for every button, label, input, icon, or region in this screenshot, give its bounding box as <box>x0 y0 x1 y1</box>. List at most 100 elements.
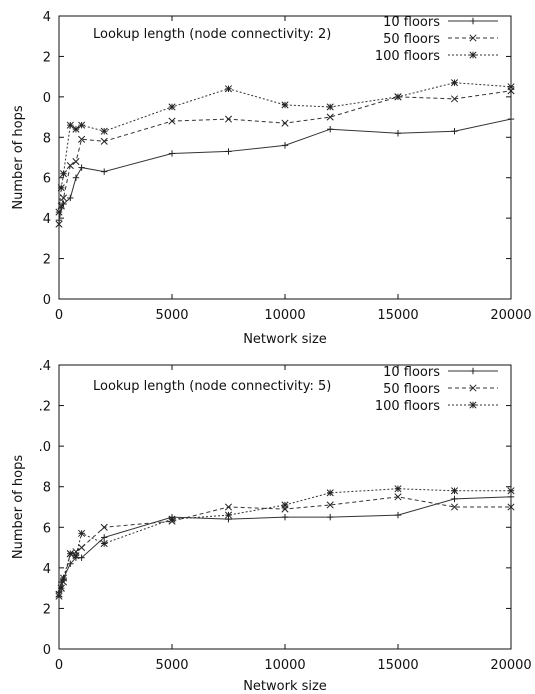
data-point <box>450 503 459 511</box>
data-point <box>59 170 68 178</box>
series-line <box>58 82 512 213</box>
data-point <box>450 79 459 87</box>
x-tick-label: 15000 <box>377 658 418 673</box>
data-point <box>55 592 63 600</box>
data-point <box>72 552 80 560</box>
data-point <box>66 162 74 170</box>
plot-frame <box>58 15 512 300</box>
series-line <box>58 90 512 225</box>
data-point <box>281 101 289 109</box>
data-point <box>100 137 108 145</box>
series-line <box>58 118 512 221</box>
y-tick-label: 4 <box>43 10 51 25</box>
y-tick-label: 0 <box>43 91 51 106</box>
data-point <box>450 487 459 495</box>
x-tick-label: 10000 <box>264 308 305 323</box>
data-point <box>451 128 458 135</box>
data-point <box>67 194 74 202</box>
data-point <box>225 148 232 155</box>
y-tick-label: 8 <box>43 481 51 496</box>
data-point <box>507 487 515 495</box>
x-axis-label: Network size <box>243 679 327 694</box>
series-50-floors <box>55 493 515 598</box>
series-line <box>58 488 511 597</box>
legend-marker <box>469 17 477 25</box>
y-tick-label: .2 <box>39 400 51 415</box>
legend-label: 10 floors <box>383 365 440 380</box>
legend-marker <box>469 401 477 409</box>
data-point <box>55 208 63 216</box>
data-point <box>100 127 108 135</box>
data-point <box>168 117 176 125</box>
data-point <box>59 194 68 202</box>
chart-title: Lookup length (node connectivity: 2) <box>93 27 331 42</box>
y-axis-label: Number of hops <box>11 455 26 559</box>
series-line <box>58 496 511 595</box>
y-tick-label: 0 <box>43 643 51 658</box>
data-point <box>394 485 402 493</box>
data-point <box>224 115 233 123</box>
y-tick-label: 2 <box>43 253 51 268</box>
series-100-floors <box>55 485 515 600</box>
series-10-floors <box>55 115 515 224</box>
data-point <box>224 85 233 93</box>
data-point <box>281 119 289 127</box>
x-axis-label: Network size <box>243 332 327 347</box>
series-line <box>58 496 512 593</box>
data-point <box>57 202 65 210</box>
x-tick-label: 10000 <box>264 658 305 673</box>
data-point <box>394 93 402 101</box>
legend-label: 50 floors <box>383 32 440 47</box>
legend-marker <box>469 384 477 392</box>
legend-marker <box>469 367 477 375</box>
x-tick-label: 0 <box>55 658 63 673</box>
data-point <box>394 511 402 519</box>
data-point <box>100 523 108 531</box>
y-axis-label: Number of hops <box>11 105 26 209</box>
series-50-floors <box>55 87 515 228</box>
data-point <box>507 83 515 91</box>
data-point <box>327 126 334 133</box>
data-point <box>224 511 233 519</box>
data-point <box>326 489 334 497</box>
data-point <box>78 544 86 552</box>
data-point <box>326 113 334 121</box>
data-point <box>57 584 65 592</box>
data-point <box>78 554 85 561</box>
data-point <box>101 168 108 175</box>
y-tick-label: 2 <box>43 50 51 65</box>
data-point <box>78 135 86 143</box>
x-tick-label: 5000 <box>155 658 188 673</box>
data-point <box>394 130 402 137</box>
data-point <box>168 103 176 111</box>
chart-panel-1: 0 5000 10000 15000 20000 0 2 4 6 8 0 2 4 Network size… <box>11 10 532 347</box>
data-point <box>326 501 334 509</box>
data-point <box>507 503 515 511</box>
x-tick-label: 15000 <box>377 308 418 323</box>
x-tick-label: 5000 <box>155 308 188 323</box>
x-tick-label: 20000 <box>490 308 531 323</box>
data-point <box>72 125 80 133</box>
y-tick-label: 6 <box>43 172 51 187</box>
data-point <box>78 164 85 171</box>
series-100-floors <box>55 79 515 216</box>
y-tick-label: 4 <box>43 212 51 227</box>
data-point <box>78 121 86 129</box>
y-tick-label: 8 <box>43 131 51 146</box>
data-point <box>451 495 458 503</box>
data-point <box>100 539 108 548</box>
legend-label: 100 floors <box>375 49 440 64</box>
legend-marker <box>469 34 477 42</box>
data-point <box>394 493 402 501</box>
y-tick-label: 2 <box>43 602 51 617</box>
data-point <box>55 220 63 228</box>
data-point <box>507 115 515 123</box>
data-point <box>101 534 108 541</box>
data-point <box>168 150 176 157</box>
data-point <box>168 515 176 523</box>
data-point <box>281 513 289 521</box>
data-point <box>224 503 233 511</box>
legend-marker <box>469 51 477 59</box>
data-point <box>57 184 65 192</box>
